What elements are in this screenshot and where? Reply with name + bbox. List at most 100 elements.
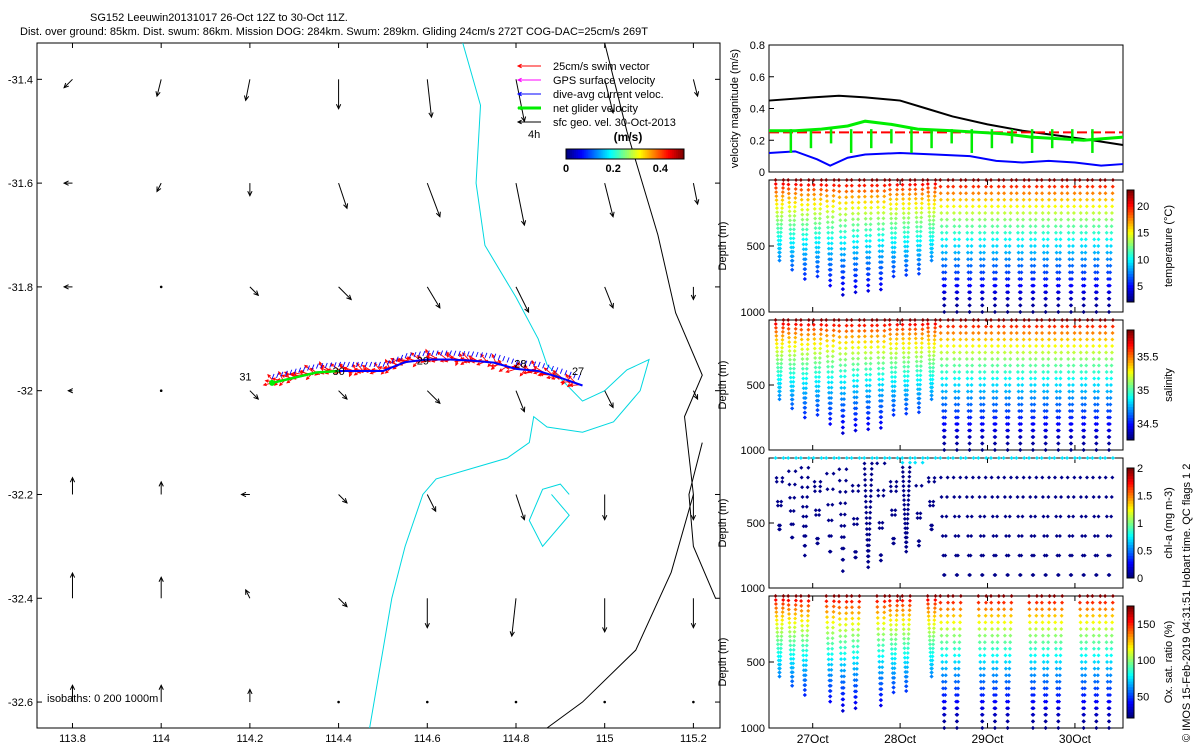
geostrophic-arrow-head [694, 91, 700, 98]
profile-point [996, 191, 1001, 196]
profile-point [774, 190, 779, 195]
profile-point [1029, 263, 1034, 268]
profile-point [839, 258, 844, 263]
profile-point [854, 267, 859, 272]
swim-vector-head [425, 355, 430, 359]
swim-vector-head [533, 366, 538, 370]
colorbar-cell [662, 149, 665, 159]
profile-point [878, 287, 883, 292]
profile-point [863, 211, 868, 216]
profile-colorbar-tick-label: 5 [1137, 281, 1143, 293]
profile-point [882, 183, 887, 188]
profile-point [828, 273, 833, 278]
profile-point [1007, 250, 1012, 255]
y-tick-label: -31.8 [8, 282, 33, 294]
profile-point [945, 197, 950, 202]
colorbar-cell [650, 149, 654, 159]
geostrophic-arrow [515, 390, 525, 412]
swim-vector-head [560, 380, 565, 384]
profile-point [903, 244, 908, 249]
profile-point [813, 235, 818, 240]
velocity-y-tick-label: 0.4 [750, 104, 765, 116]
profile-point [775, 226, 780, 231]
profile-y-tick-label: 1000 [741, 583, 765, 595]
geostrophic-arrow [426, 494, 437, 512]
colorbar-cell [585, 149, 589, 159]
geostrophic-arrow-head [240, 491, 247, 498]
profile-point [996, 184, 1001, 189]
profile-point [968, 283, 973, 288]
profile-point [905, 244, 910, 249]
profile-point [870, 178, 875, 182]
profile-point [1032, 244, 1037, 248]
dac-vector [462, 351, 466, 357]
profile-point [970, 211, 975, 215]
swim-vector-head [361, 365, 366, 369]
profile-point [995, 237, 1000, 242]
profile-point [791, 227, 796, 232]
profile-point [849, 183, 854, 188]
profile-point [901, 216, 906, 221]
swim-vector-head [569, 383, 574, 388]
dac-vector [533, 361, 537, 367]
profile-point [945, 204, 950, 209]
velocity-y-tick-label: 0.6 [750, 72, 765, 84]
profile-point [1031, 283, 1036, 288]
geostrophic-arrow [63, 78, 73, 89]
profile-point [839, 241, 844, 246]
profile-point [842, 258, 847, 263]
profile-point [778, 246, 783, 251]
profile-point [787, 200, 792, 205]
swim-vector-head [398, 358, 403, 362]
geostrophic-arrow-head [431, 506, 437, 513]
profile-point [944, 237, 949, 242]
profile-point [1034, 204, 1039, 209]
colorbar-cell [652, 149, 655, 159]
swim-vector-head [384, 369, 389, 374]
profile-point [832, 178, 837, 182]
swim-vector-head [425, 348, 429, 353]
profile-point [917, 252, 922, 257]
profile-point [830, 209, 835, 214]
profile-point [1006, 277, 1011, 281]
dac-vector [382, 361, 386, 368]
profile-point [1020, 237, 1025, 242]
profile-point [969, 250, 974, 255]
profile-point [928, 226, 933, 231]
swim-vector-head [369, 371, 374, 375]
profile-point [868, 211, 873, 216]
geostrophic-arrow-head [509, 631, 515, 638]
swim-vector-head [543, 367, 548, 372]
map-panel: 113.8 114 114.2 114.4 114.6 114.8 115 115.2 -31.… [8, 42, 721, 745]
profile-point [803, 262, 808, 267]
colorbar-cell [583, 149, 587, 159]
profile-colorbar-label: Ox. sat. ratio (%) [1163, 621, 1175, 704]
profile-point [850, 211, 855, 216]
profile-point [1014, 191, 1019, 196]
profile-point [1006, 270, 1011, 275]
dac-vector [378, 361, 381, 368]
geostrophic-arrow [692, 183, 699, 205]
map-frame [36, 42, 721, 729]
profile-point [913, 187, 918, 192]
net-velocity-track [271, 369, 339, 385]
dac-vector [515, 359, 519, 366]
profile-point [953, 270, 958, 275]
profile-point [862, 178, 867, 182]
track-end-marker [269, 379, 276, 386]
profile-point [851, 228, 856, 233]
profile-point [996, 197, 1001, 202]
swim-vector-head [304, 364, 309, 369]
swim-vector-head [550, 376, 556, 380]
profile-point [927, 218, 932, 223]
profile-point [868, 233, 873, 238]
dac-vector [475, 351, 479, 358]
profile-point [968, 277, 973, 281]
profile-point [1021, 204, 1026, 209]
profile-point [856, 211, 861, 216]
profile-point [982, 224, 987, 229]
profile-point [805, 197, 810, 202]
profile-point [852, 250, 857, 255]
profile-point [1009, 191, 1014, 196]
profile-point [992, 310, 997, 314]
